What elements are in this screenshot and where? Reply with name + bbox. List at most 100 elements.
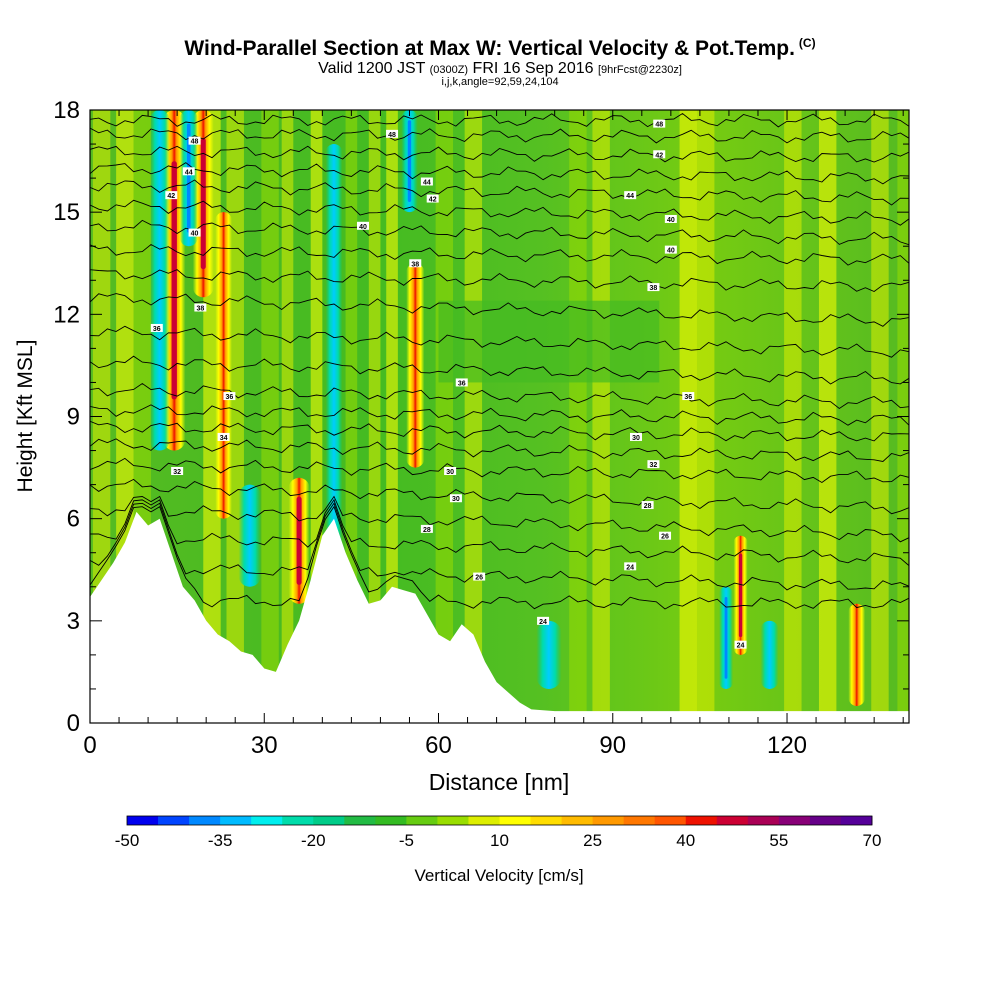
contour-label: 32 [647, 460, 660, 469]
isentrope-line [90, 457, 909, 484]
contour-label: 38 [194, 303, 207, 313]
isentrope-line [90, 199, 909, 226]
colorbar-frame [126, 815, 873, 826]
contour-label-text: 24 [539, 619, 547, 626]
contour-label: 28 [420, 524, 433, 534]
y-axis-label: Height [Kft MSL] [14, 340, 37, 493]
colorbar-swatch [716, 816, 749, 825]
updraft-core [171, 161, 177, 400]
field-band [345, 110, 358, 723]
contour-label: 44 [420, 177, 433, 187]
isentrope-line [90, 269, 909, 293]
contour-label: 26 [659, 531, 672, 541]
isentrope-line [90, 243, 909, 266]
x-tick-label: 0 [83, 732, 96, 759]
downdraft-core [724, 596, 728, 679]
contour-label: 32 [171, 466, 184, 476]
colorbar-swatch [313, 816, 345, 825]
contour-label: 48 [386, 129, 399, 139]
field-band [784, 110, 802, 723]
field-band [592, 110, 610, 723]
y-tick-label: 15 [53, 199, 80, 226]
colorbar-swatch [344, 816, 376, 825]
terrain-mask [90, 511, 909, 723]
contour-label: 28 [641, 501, 654, 510]
updraft-streak [215, 212, 232, 519]
contour-label: 42 [653, 150, 666, 159]
field-band [310, 110, 323, 723]
isentrope-line [90, 404, 909, 426]
field-band [464, 110, 483, 723]
colorbar-swatch [499, 816, 531, 825]
contour-label: 36 [455, 378, 468, 387]
colorbar-swatch [375, 816, 407, 825]
field-band [368, 110, 381, 723]
contour-label: 36 [682, 392, 695, 401]
isentrope-line [90, 355, 909, 385]
contour-label: 42 [426, 194, 439, 204]
colorbar-swatch [158, 816, 190, 825]
colorbar-tick-label: -20 [301, 831, 326, 850]
colorbar-label: Vertical Velocity [cm/s] [414, 866, 583, 885]
contour-label: 44 [624, 191, 637, 200]
y-tick-label: 18 [53, 97, 80, 124]
contour-label-text: 36 [458, 380, 466, 387]
contour-label: 24 [624, 562, 637, 571]
updraft-core [296, 496, 302, 585]
contour-label-text: 26 [475, 575, 483, 582]
contour-label: 42 [165, 191, 178, 200]
colorbar-swatch [189, 816, 221, 825]
colorbar-swatch [127, 816, 159, 825]
contour-label-text: 32 [650, 462, 658, 469]
colorbar-swatch [468, 816, 500, 825]
contour-label-text: 48 [388, 132, 396, 139]
colorbar-swatch [623, 816, 656, 825]
x-tick-label: 120 [767, 732, 807, 759]
contour-label-text: 40 [191, 231, 199, 238]
contour-label: 30 [444, 466, 457, 476]
contour-label-text: 48 [655, 122, 663, 129]
contour-label-text: 42 [655, 152, 663, 159]
colorbar-tick-label: 70 [863, 831, 882, 850]
contour-label: 36 [150, 323, 163, 333]
colorbar-tick-label: 10 [490, 831, 509, 850]
x-tick-label: 60 [425, 732, 452, 759]
field-band [679, 110, 697, 723]
contour-label-text: 36 [226, 394, 234, 401]
contour-label-text: 38 [411, 261, 419, 268]
downdraft-streak [149, 110, 170, 451]
contour-label: 40 [357, 221, 369, 231]
field-band [871, 110, 889, 723]
colorbar-swatch [437, 816, 469, 825]
downdraft-core [186, 123, 191, 233]
forecast-info: [9hrFcst@2230z] [597, 64, 682, 76]
colorbar-swatch [747, 816, 780, 825]
isentrope-line [90, 127, 909, 144]
contour-label-text: 36 [153, 326, 161, 333]
contour-label: 24 [734, 640, 747, 650]
field-band [696, 110, 715, 723]
contour-label: 44 [182, 167, 195, 176]
isentrope-line [90, 420, 909, 442]
contour-label-text: 48 [191, 139, 199, 146]
colorbar-tick-label: 55 [769, 831, 788, 850]
isentrope-line [90, 438, 909, 462]
contour-label-text: 24 [626, 564, 634, 571]
colorbar-tick-label: 40 [676, 831, 695, 850]
contour-label: 24 [537, 616, 550, 626]
updraft-core [200, 138, 206, 270]
downdraft-streak [325, 144, 343, 587]
downdraft-streak [238, 484, 261, 587]
contour-label: 40 [664, 245, 677, 255]
isentrope-line [90, 112, 909, 128]
isentrope-line [90, 505, 909, 610]
colorbar-tick-label: 25 [583, 831, 602, 850]
contour-label-text: 44 [185, 169, 193, 176]
contour-label: 40 [188, 228, 201, 238]
isentrope-line [90, 219, 909, 246]
contour-label-text: 40 [667, 248, 675, 255]
isentrope-line [90, 495, 909, 543]
colorbar-swatch [251, 816, 283, 825]
colorbar-swatch [840, 816, 873, 825]
